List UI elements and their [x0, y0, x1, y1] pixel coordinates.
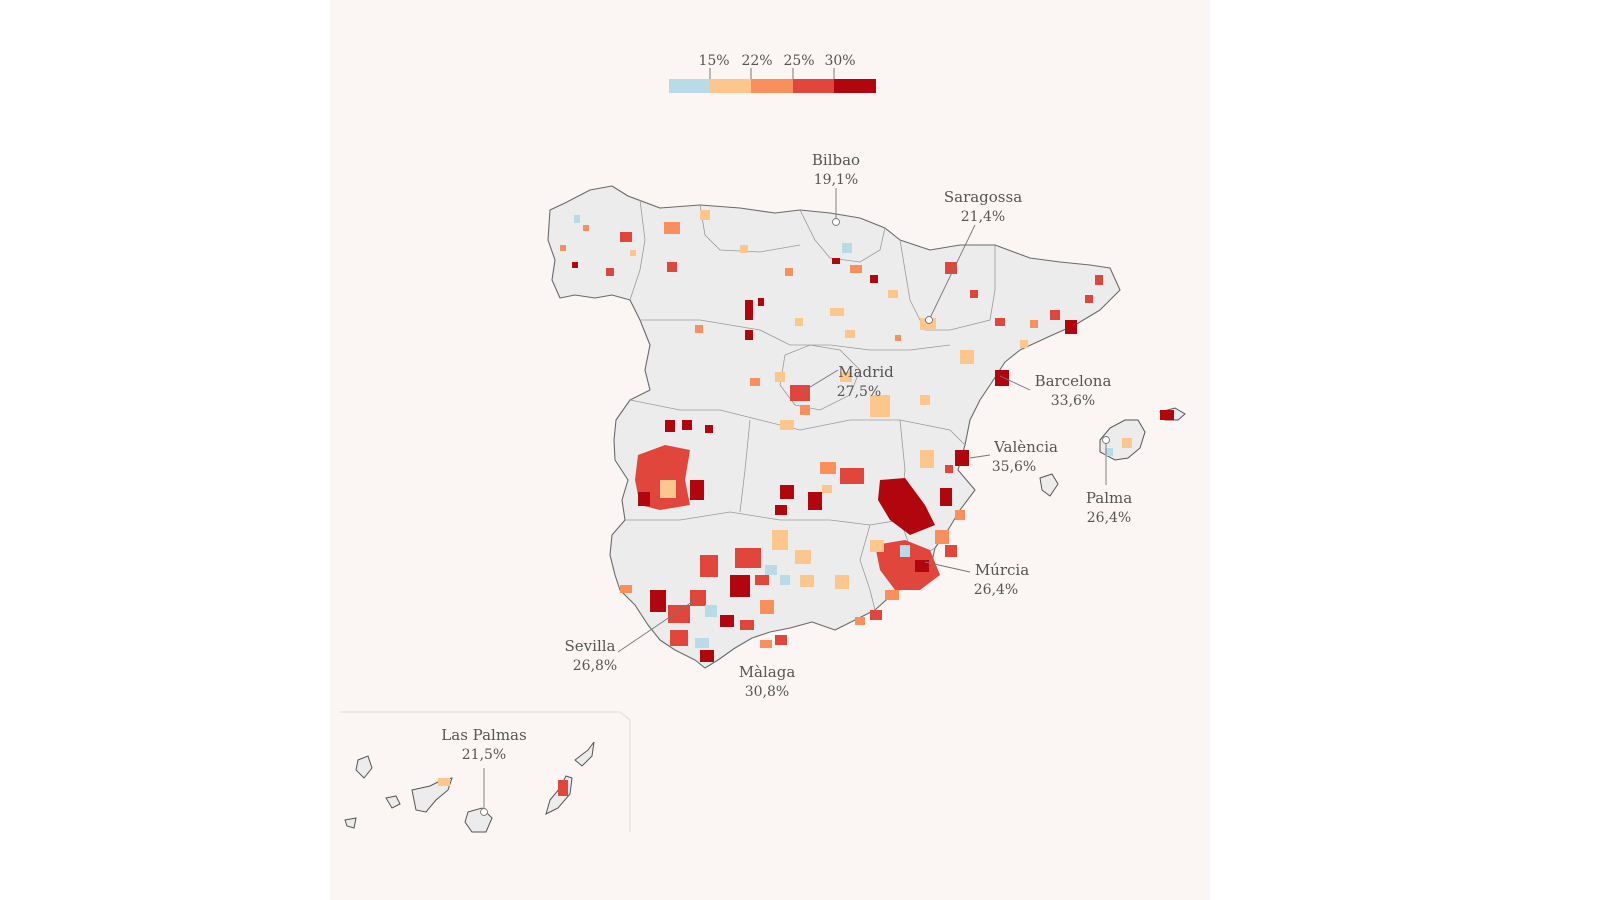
peninsula	[547, 185, 1121, 669]
city-value-murcia: 26,4%	[974, 582, 1018, 598]
city-value-saragossa: 21,4%	[961, 209, 1005, 225]
city-labels: Bilbao 19,1% Saragossa 21,4% Madrid 27,5…	[441, 151, 1132, 763]
legend-tick-label: 15%	[698, 53, 729, 69]
city-name-barcelona: Barcelona	[1035, 372, 1112, 390]
legend-tick-label: 30%	[824, 53, 855, 69]
balearic-islands	[1039, 407, 1186, 497]
city-value-madrid: 27,5%	[837, 384, 881, 400]
city-value-sevilla: 26,8%	[573, 658, 617, 674]
city-value-bilbao: 19,1%	[814, 172, 858, 188]
city-name-madrid: Madrid	[838, 363, 894, 381]
legend-swatch-5	[834, 79, 876, 93]
legend-swatch-1	[669, 79, 710, 93]
canary-islands-inset	[340, 711, 631, 833]
legend-tick-label: 25%	[783, 53, 814, 69]
peninsula-outline	[547, 185, 1121, 669]
city-name-sevilla: Sevilla	[565, 637, 616, 655]
city-value-malaga: 30,8%	[745, 684, 789, 700]
city-name-saragossa: Saragossa	[944, 188, 1022, 206]
city-value-valencia: 35,6%	[992, 459, 1036, 475]
legend-swatch-2	[710, 79, 751, 93]
legend-swatch-3	[751, 79, 793, 93]
legend-swatch-4	[793, 79, 834, 93]
city-value-barcelona: 33,6%	[1051, 393, 1095, 409]
city-value-palma: 26,4%	[1087, 510, 1131, 526]
city-value-las-palmas: 21,5%	[462, 747, 506, 763]
city-name-malaga: Màlaga	[739, 663, 796, 681]
leader-lines	[480, 188, 1110, 816]
city-name-las-palmas: Las Palmas	[441, 726, 526, 744]
city-name-bilbao: Bilbao	[812, 151, 860, 169]
legend: 15% 22% 25% 30%	[669, 53, 876, 93]
city-name-palma: Palma	[1086, 489, 1132, 507]
city-name-valencia: València	[993, 438, 1058, 456]
municipality-areas	[560, 210, 1103, 662]
city-name-murcia: Múrcia	[975, 561, 1029, 579]
legend-tick-label: 22%	[741, 53, 772, 69]
